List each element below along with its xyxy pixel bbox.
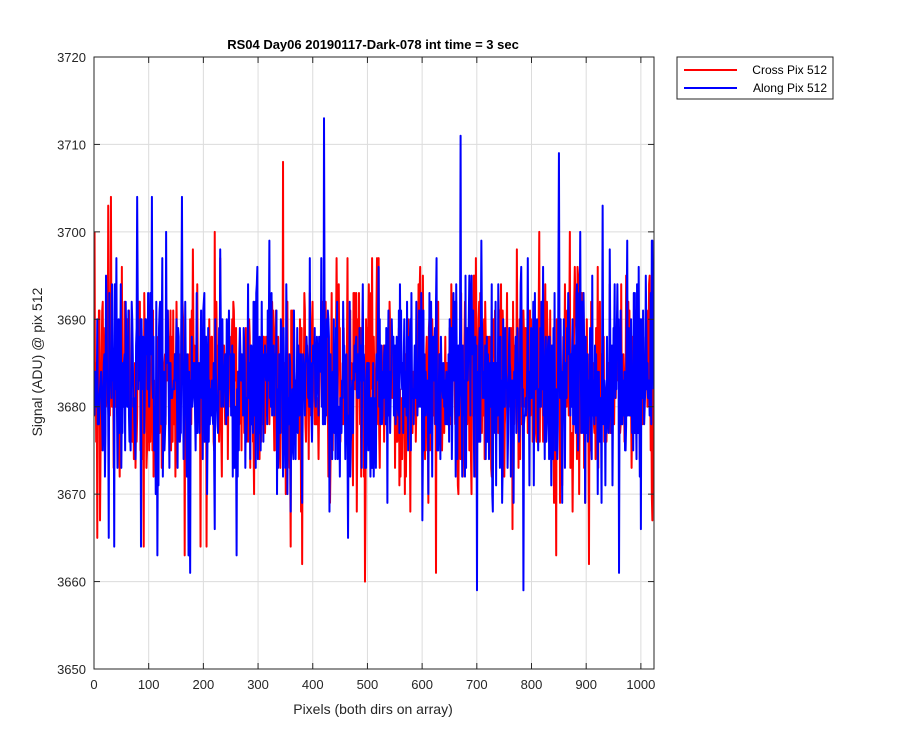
y-tick-label: 3650 [57,662,86,677]
x-tick-label: 600 [411,677,433,692]
legend-box [676,56,834,100]
axis-ticks: 0 100 200 300 400 500 600 700 800 900 1000 3650 3660… [57,50,655,692]
y-tick-label: 3700 [57,225,86,240]
x-tick-label: 100 [138,677,160,692]
y-tick-label: 3680 [57,400,86,415]
legend-label: Along Pix 512 [753,81,827,95]
series-layer [93,117,655,592]
x-tick-label: 400 [302,677,324,692]
x-tick-label: 700 [466,677,488,692]
x-tick-label: 0 [90,677,97,692]
y-tick-label: 3720 [57,50,86,65]
y-tick-label: 3670 [57,487,86,502]
chart-title: RS04 Day06 20190117-Dark-078 int time = … [227,37,519,52]
y-tick-label: 3690 [57,312,86,327]
y-tick-label: 3710 [57,137,86,152]
y-axis-label: Signal (ADU) @ pix 512 [29,287,45,436]
x-tick-label: 800 [521,677,543,692]
x-tick-label: 200 [193,677,215,692]
y-tick-label: 3660 [57,575,86,590]
legend-label: Cross Pix 512 [752,63,827,77]
series-line-along-pix-512 [93,117,655,592]
x-axis-label: Pixels (both dirs on array) [293,701,453,717]
x-tick-label: 1000 [626,677,655,692]
x-tick-label: 300 [247,677,269,692]
plot-frame [93,56,655,670]
x-tick-label: 900 [575,677,597,692]
x-tick-label: 500 [357,677,379,692]
legend: Cross Pix 512 Along Pix 512 [676,56,834,100]
